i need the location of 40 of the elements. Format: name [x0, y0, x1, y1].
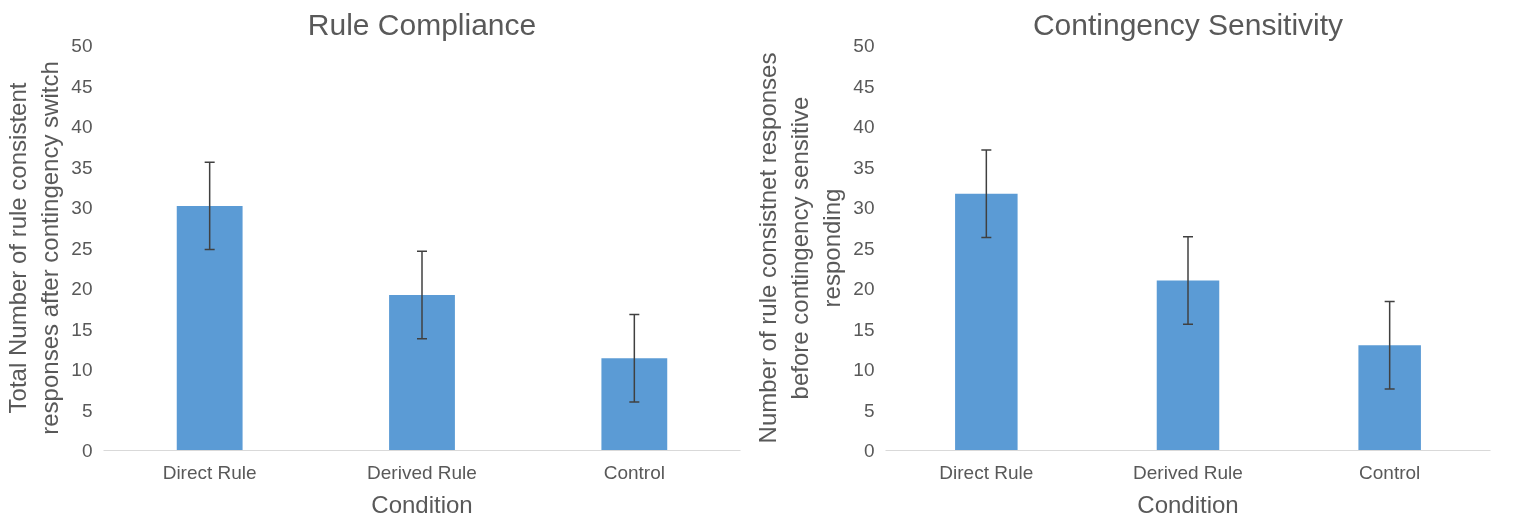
x-tick-label: Direct Rule [162, 461, 257, 483]
y-tick-label: 30 [853, 197, 875, 218]
y-tick-label: 35 [853, 156, 875, 178]
y-tick-label: 5 [81, 399, 93, 421]
y-tick-label: 50 [71, 35, 93, 56]
y-tick-label: 40 [71, 116, 93, 137]
y-tick-label: 40 [853, 116, 875, 137]
x-axis-title: Condition [371, 490, 473, 518]
y-tick-label: 20 [853, 278, 875, 299]
y-tick-label: 15 [71, 318, 93, 340]
x-tick-label: Derived Rule [367, 461, 477, 483]
y-tick-label: 5 [863, 399, 875, 421]
x-axis-title: Condition [1137, 490, 1239, 518]
chart-title: Rule Compliance [307, 7, 537, 41]
bar [601, 358, 668, 451]
y-tick-label: 45 [853, 75, 875, 97]
y-tick-label: 10 [71, 359, 93, 380]
bar [955, 193, 1018, 451]
y-tick-label: 35 [71, 156, 93, 178]
y-tick-label: 10 [853, 359, 875, 380]
x-tick-label: Control [603, 461, 665, 483]
y-tick-label: 0 [81, 440, 93, 461]
y-tick-label: 30 [71, 197, 93, 218]
x-tick-label: Derived Rule [1133, 461, 1243, 483]
bar [176, 205, 243, 451]
y-tick-label: 0 [863, 440, 875, 461]
chart-title: Contingency Sensitivity [1032, 7, 1344, 41]
bar [1156, 280, 1220, 451]
bar [1358, 345, 1421, 451]
y-axis-title: Number of rule consistnet responses before contingency sensitive responding [753, 52, 846, 444]
y-tick-label: 45 [71, 75, 93, 97]
bar [389, 294, 455, 451]
y-tick-label: 15 [853, 318, 875, 340]
x-tick-label: Control [1359, 461, 1421, 483]
y-axis-title: Total Number of rule consistent responses after contingency switch [3, 61, 64, 435]
y-tick-label: 25 [71, 237, 93, 259]
x-tick-label: Direct Rule [939, 461, 1034, 483]
y-tick-label: 20 [71, 278, 93, 299]
y-tick-label: 25 [853, 237, 875, 259]
y-tick-label: 50 [853, 35, 875, 56]
